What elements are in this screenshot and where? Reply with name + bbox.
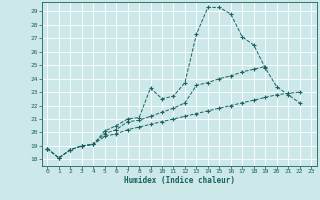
X-axis label: Humidex (Indice chaleur): Humidex (Indice chaleur) [124, 176, 235, 185]
